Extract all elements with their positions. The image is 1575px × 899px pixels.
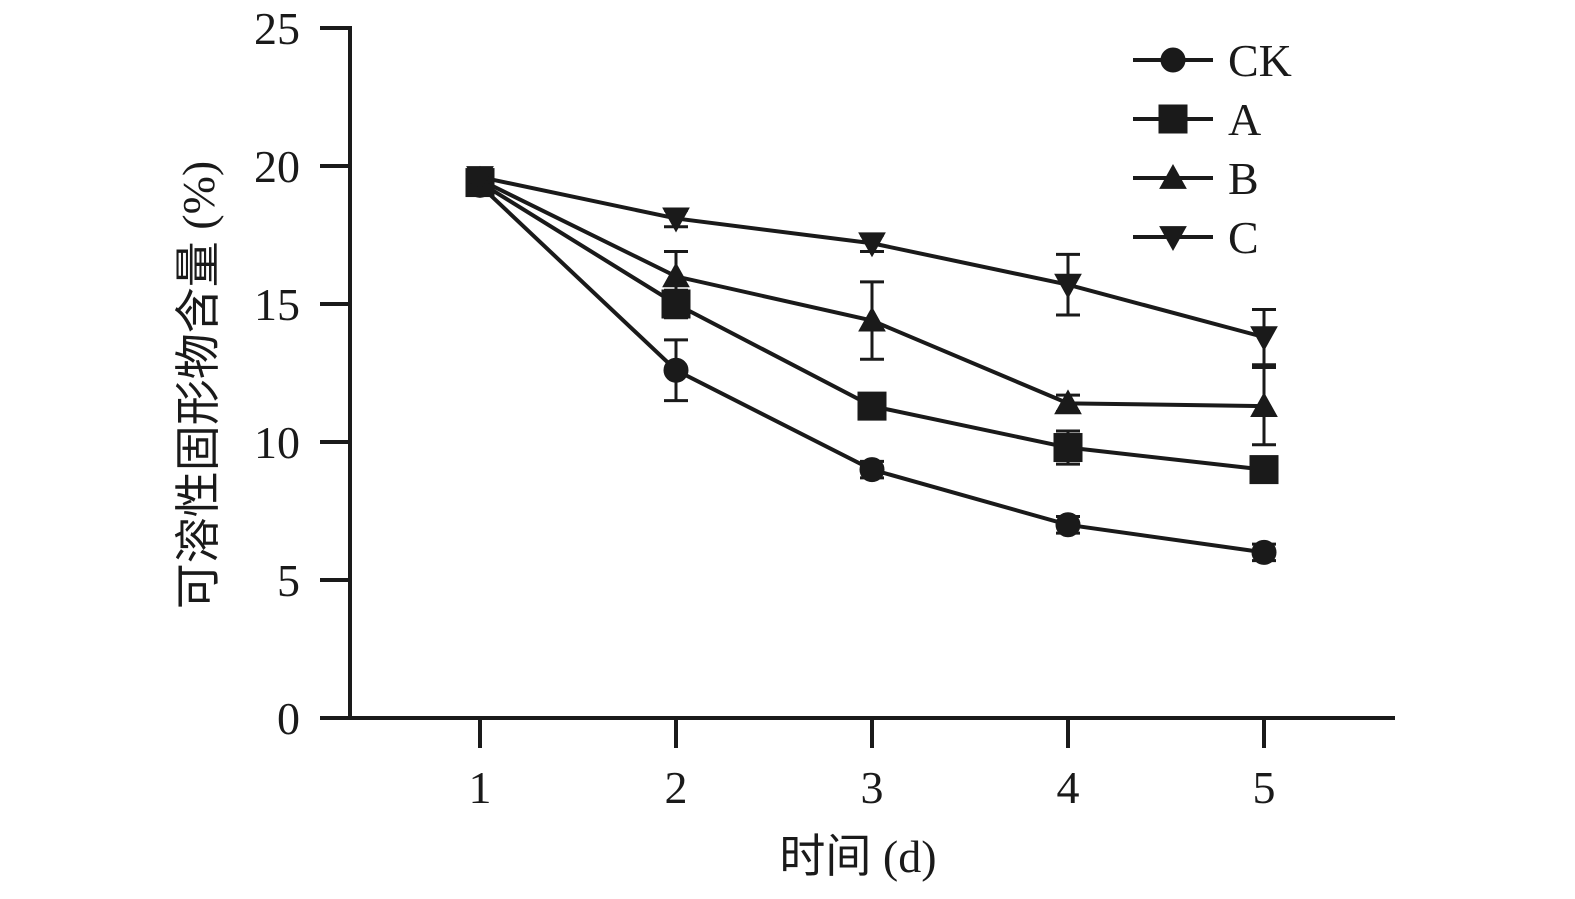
data-point-c bbox=[858, 232, 886, 258]
x-axis-title: 时间 (d) bbox=[779, 831, 936, 882]
series bbox=[465, 165, 1279, 565]
axes bbox=[320, 26, 1395, 720]
y-tick-label: 5 bbox=[277, 555, 300, 606]
legend-marker-a bbox=[1158, 104, 1188, 134]
legend-item-a: A bbox=[1133, 94, 1261, 145]
data-point-c bbox=[662, 207, 690, 233]
legend-label-c: C bbox=[1228, 212, 1259, 263]
legend-item-ck: CK bbox=[1133, 35, 1292, 86]
legend: CK ABC bbox=[1133, 35, 1292, 263]
legend-label-b: B bbox=[1228, 153, 1259, 204]
legend-label-ck: CK bbox=[1228, 35, 1292, 86]
y-ticks: 0 5 10 15 20 25 bbox=[254, 3, 350, 744]
x-ticks: 1 2 3 4 5 bbox=[469, 718, 1276, 813]
legend-marker-c bbox=[1159, 226, 1187, 252]
y-tick-label: 10 bbox=[254, 417, 300, 468]
data-point-b bbox=[662, 262, 690, 288]
data-point-ck bbox=[859, 457, 885, 483]
legend-item-c: C bbox=[1133, 212, 1259, 263]
x-tick-label: 5 bbox=[1253, 762, 1276, 813]
data-point-ck bbox=[663, 357, 689, 383]
data-point-c bbox=[1250, 326, 1278, 352]
legend-label-a: A bbox=[1228, 94, 1261, 145]
data-point-b bbox=[1250, 392, 1278, 418]
data-point-c bbox=[1054, 273, 1082, 299]
x-tick-label: 3 bbox=[861, 762, 884, 813]
data-point-b bbox=[858, 306, 886, 332]
x-tick-label: 1 bbox=[469, 762, 492, 813]
data-point-ck bbox=[1055, 512, 1081, 538]
y-tick-label: 0 bbox=[277, 693, 300, 744]
y-tick-label: 25 bbox=[254, 3, 300, 54]
data-point-a bbox=[1249, 455, 1279, 485]
legend-marker-b bbox=[1159, 163, 1187, 189]
x-tick-label: 4 bbox=[1057, 762, 1080, 813]
y-tick-label: 20 bbox=[254, 141, 300, 192]
series-c bbox=[466, 166, 1278, 367]
data-point-b bbox=[1054, 389, 1082, 415]
x-tick-label: 2 bbox=[665, 762, 688, 813]
data-point-c bbox=[466, 166, 494, 192]
legend-item-b: B bbox=[1133, 153, 1259, 204]
data-point-a bbox=[1053, 433, 1083, 463]
y-tick-label: 15 bbox=[254, 279, 300, 330]
y-axis-title: 可溶性固形物含量 (%) bbox=[173, 161, 224, 609]
data-point-a bbox=[857, 391, 887, 421]
data-point-ck bbox=[1251, 539, 1277, 565]
legend-marker-ck bbox=[1160, 47, 1186, 73]
